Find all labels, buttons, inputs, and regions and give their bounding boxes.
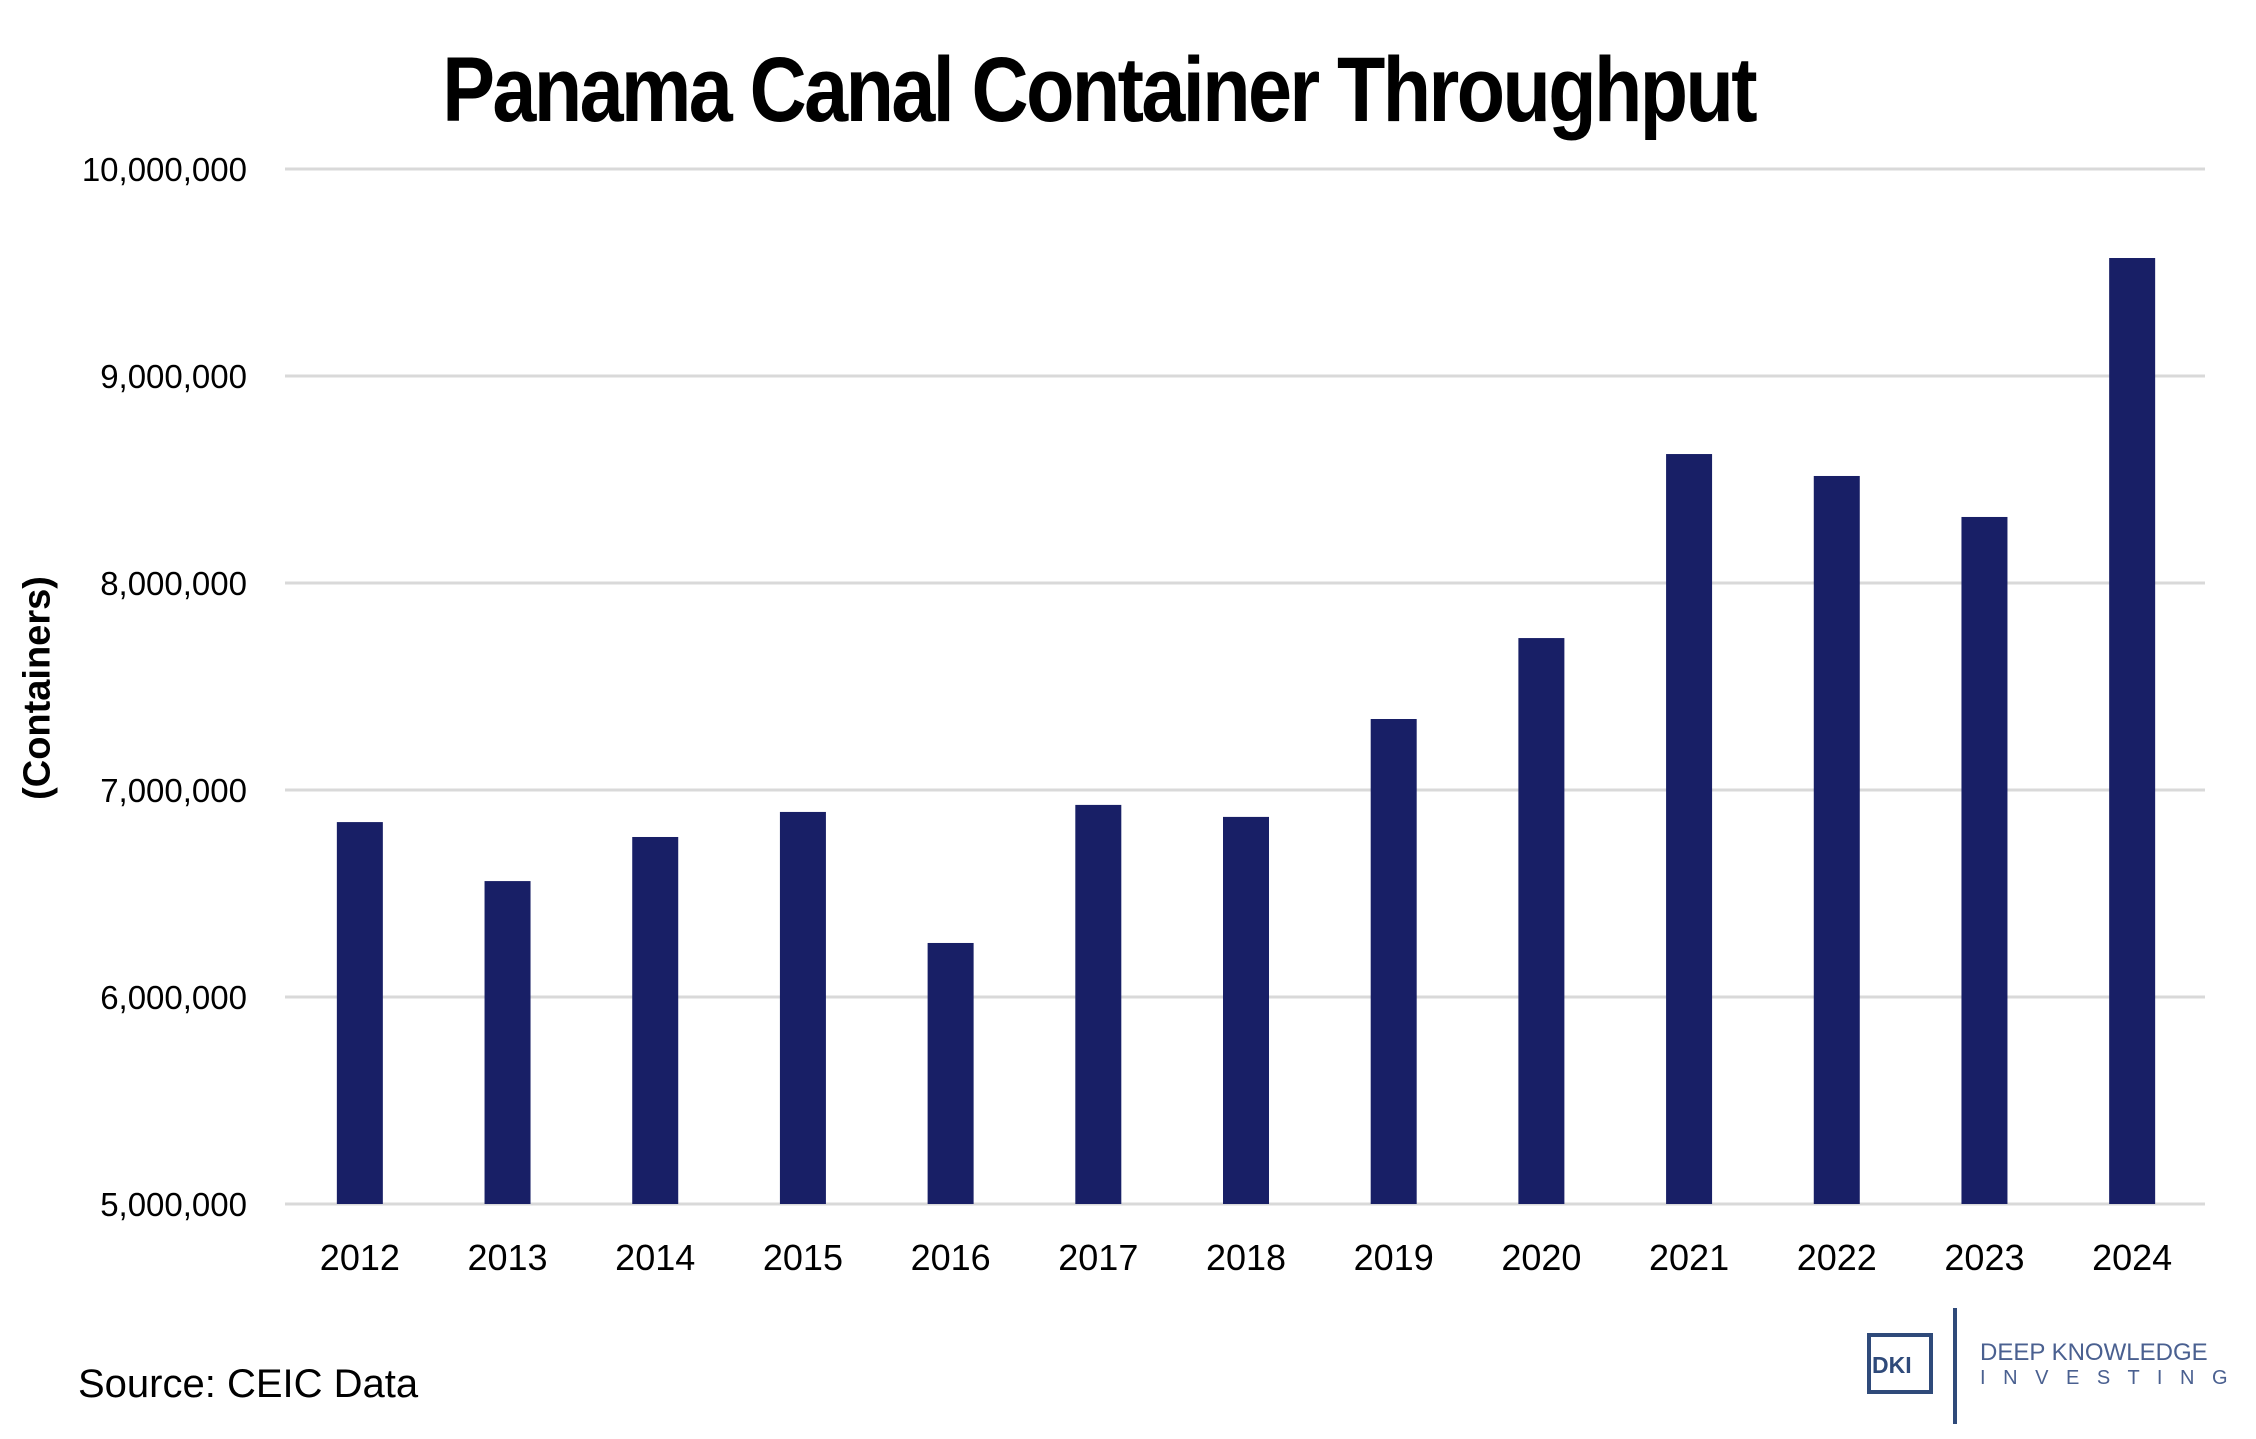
- x-tick-label: 2014: [615, 1237, 695, 1278]
- source-note: Source: CEIC Data: [78, 1362, 419, 1406]
- y-tick-label: 5,000,000: [100, 1186, 247, 1223]
- x-tick-label: 2018: [1206, 1237, 1286, 1278]
- logo-mark: DKI: [1872, 1352, 1912, 1378]
- bar-2014: [632, 836, 679, 1204]
- x-tick-label: 2022: [1797, 1237, 1877, 1278]
- bar-2020: [1518, 638, 1565, 1204]
- bar-2018: [1223, 816, 1269, 1204]
- bar-2021: [1666, 454, 1713, 1204]
- bars: [336, 258, 2156, 1205]
- bar-2017: [1075, 804, 1122, 1204]
- y-tick-label: 8,000,000: [100, 565, 247, 602]
- x-tick-label: 2021: [1649, 1237, 1729, 1278]
- chart-title: Panama Canal Container Throughput: [442, 39, 1757, 141]
- bar-2022: [1813, 475, 1860, 1205]
- y-tick-labels: 5,000,000 6,000,000 7,000,000 8,000,000 9,00…: [82, 151, 247, 1223]
- bar-2016: [927, 942, 974, 1204]
- bar-2015: [779, 811, 826, 1204]
- x-tick-label: 2016: [911, 1237, 991, 1278]
- bar-2024: [2109, 258, 2156, 1204]
- x-tick-label: 2012: [320, 1237, 400, 1278]
- logo-line1: DEEP KNOWLEDGE: [1980, 1339, 2208, 1366]
- x-tick-label: 2020: [1501, 1237, 1581, 1278]
- bar-2019: [1370, 718, 1417, 1204]
- y-tick-label: 10,000,000: [82, 151, 247, 188]
- y-tick-label: 6,000,000: [100, 979, 247, 1016]
- x-tick-label: 2019: [1354, 1237, 1434, 1278]
- bar-2023: [1961, 516, 2008, 1204]
- bar-2013: [484, 881, 531, 1204]
- logo-box: [1867, 1333, 1933, 1394]
- x-tick-labels: 2012 2013 2014 2015 2016 2017 2018 2019 2020 2021…: [320, 1237, 2172, 1278]
- x-tick-label: 2023: [1944, 1237, 2024, 1278]
- y-tick-label: 9,000,000: [100, 358, 247, 395]
- y-tick-label: 7,000,000: [100, 772, 247, 809]
- dki-logo: DKI DEEP KNOWLEDGE I N V E S T I N G: [1867, 1308, 2234, 1424]
- x-tick-label: 2017: [1058, 1237, 1138, 1278]
- x-tick-label: 2024: [2092, 1237, 2172, 1278]
- bar-2012: [336, 822, 383, 1204]
- x-tick-label: 2013: [467, 1237, 547, 1278]
- logo-line2: I N V E S T I N G: [1980, 1367, 2234, 1389]
- x-tick-label: 2015: [763, 1237, 843, 1278]
